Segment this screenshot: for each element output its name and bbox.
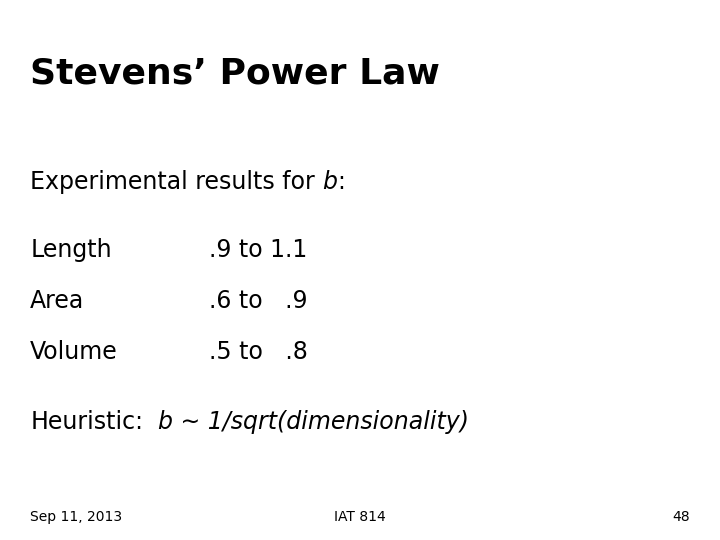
Text: Heuristic:: Heuristic: — [30, 410, 143, 434]
Text: Volume: Volume — [30, 340, 118, 364]
Text: Experimental results for: Experimental results for — [30, 170, 323, 194]
Text: IAT 814: IAT 814 — [334, 510, 386, 524]
Text: b ∼ 1/sqrt(dimensionality): b ∼ 1/sqrt(dimensionality) — [158, 410, 469, 434]
Text: Stevens’ Power Law: Stevens’ Power Law — [30, 57, 440, 91]
Text: b: b — [323, 170, 338, 194]
Text: .9 to 1.1: .9 to 1.1 — [209, 238, 307, 261]
Text: .5 to   .8: .5 to .8 — [209, 340, 307, 364]
Text: Length: Length — [30, 238, 112, 261]
Text: :: : — [338, 170, 346, 194]
Text: 48: 48 — [672, 510, 690, 524]
Text: .6 to   .9: .6 to .9 — [209, 289, 307, 313]
Text: Area: Area — [30, 289, 84, 313]
Text: Sep 11, 2013: Sep 11, 2013 — [30, 510, 122, 524]
